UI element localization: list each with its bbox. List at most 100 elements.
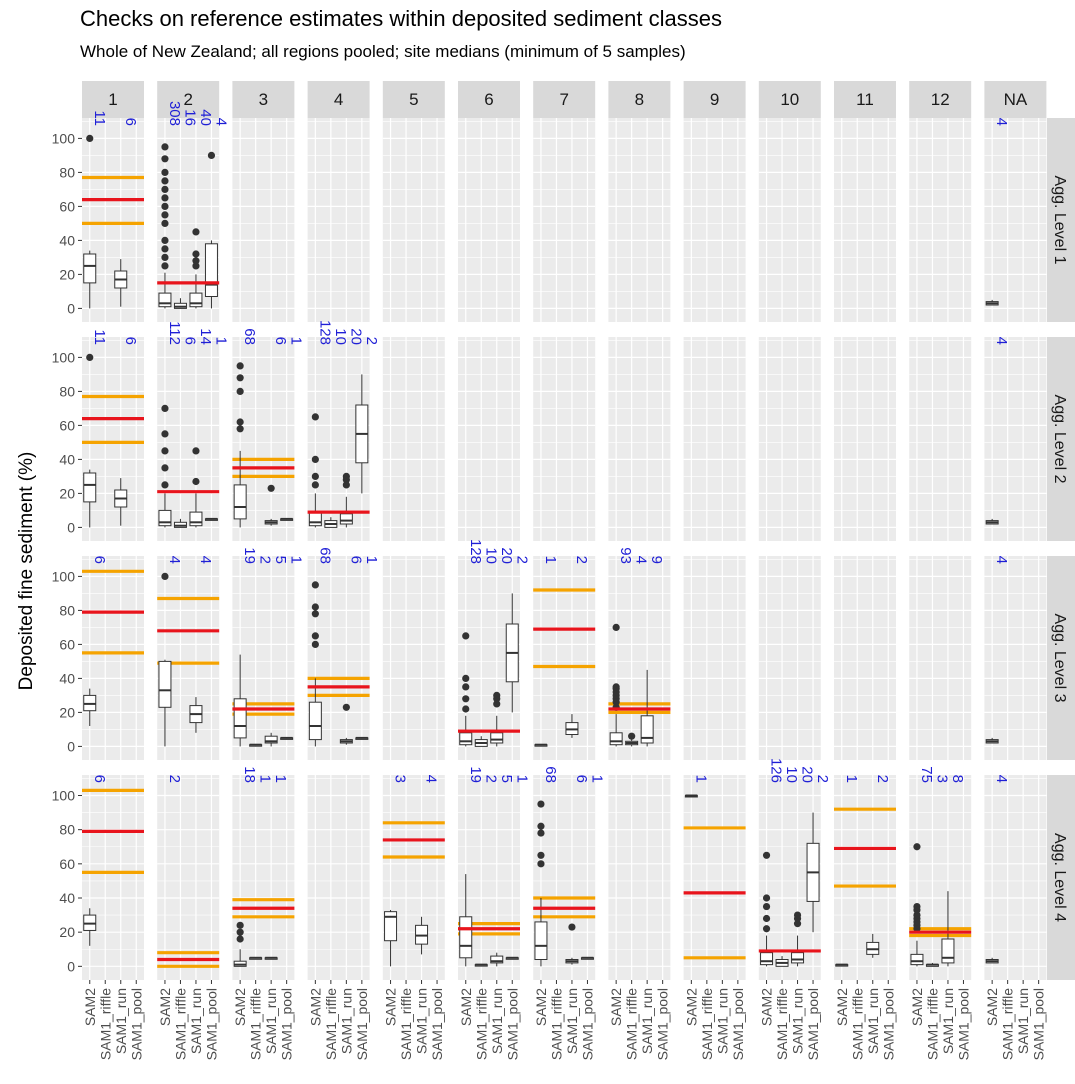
facet-panel <box>683 556 746 760</box>
box <box>264 735 278 744</box>
boxplot <box>760 851 774 967</box>
box <box>534 921 548 961</box>
panel-background <box>984 118 1047 322</box>
box <box>910 953 924 966</box>
boxplot <box>640 669 654 747</box>
sample-count-label: 1 <box>272 775 289 783</box>
sample-count-label: 10 <box>783 766 800 783</box>
box <box>640 715 654 744</box>
outlier-point <box>311 632 319 640</box>
x-tick-label: SAM1_run <box>338 988 354 1054</box>
outlier-point <box>236 935 244 943</box>
sample-count-label: 4 <box>993 556 1010 564</box>
facet-panel <box>382 118 445 322</box>
sample-count-label: 2 <box>166 775 183 783</box>
boxplot <box>534 743 548 747</box>
sample-count-label: 10 <box>332 328 349 345</box>
column-strip <box>307 81 370 118</box>
x-tick-label: SAM1_riffle <box>924 988 940 1060</box>
sample-count-label: 4 <box>212 118 229 126</box>
outlier-point <box>161 177 169 185</box>
y-tick-label: 20 <box>59 704 75 720</box>
panel-background <box>909 337 972 541</box>
outlier-point <box>161 464 169 472</box>
y-tick-label: 80 <box>59 602 75 618</box>
panel-background <box>307 775 370 980</box>
facet-panel <box>683 775 746 980</box>
panel-background <box>984 337 1047 541</box>
row-strip <box>1047 118 1075 322</box>
boxplot <box>83 134 97 309</box>
x-tick-label: SAM1_pool <box>579 988 595 1060</box>
facet-panel <box>533 118 596 322</box>
boxplot <box>158 404 172 528</box>
panel-background <box>533 118 596 322</box>
outlier-point <box>612 623 620 632</box>
outlier-point <box>161 262 169 270</box>
boxplot <box>684 794 698 798</box>
facet-panel <box>82 337 144 541</box>
y-tick-label: 0 <box>67 958 75 974</box>
sample-count-label: 2 <box>482 775 499 783</box>
facet-panel <box>533 556 596 760</box>
sample-count-label: 14 <box>197 328 214 345</box>
column-strip <box>232 81 295 118</box>
outlier-point <box>628 732 636 740</box>
box <box>609 732 623 746</box>
x-tick-label: SAM2 <box>82 988 98 1026</box>
boxplot <box>565 714 579 738</box>
outlier-point <box>462 683 470 691</box>
facet-panel <box>382 337 445 541</box>
x-tick-label: SAM1_pool <box>730 988 746 1060</box>
panel-background <box>608 118 671 322</box>
outlier-point <box>913 911 921 919</box>
facet-panel <box>984 337 1047 541</box>
sample-count-label: 1 <box>363 556 380 564</box>
outlier-point <box>762 894 771 902</box>
boxplot <box>204 517 218 521</box>
box <box>189 511 203 527</box>
x-tick-label: SAM1_riffle <box>172 988 188 1060</box>
sample-count-label: 6 <box>91 556 108 564</box>
y-tick-label: 40 <box>59 451 75 467</box>
boxplot <box>233 921 247 967</box>
x-tick-label: SAM1_pool <box>1031 988 1047 1060</box>
outlier-point <box>86 134 94 142</box>
boxplot <box>925 962 939 967</box>
sample-count-label: 4 <box>993 118 1010 126</box>
x-tick-label: SAM2 <box>683 988 699 1026</box>
panel-background <box>683 556 746 760</box>
x-tick-label: SAM1_run <box>188 988 204 1054</box>
outlier-point <box>192 447 200 455</box>
boxplot <box>233 362 247 528</box>
y-tick-label: 80 <box>59 822 75 838</box>
boxplot <box>910 843 924 967</box>
sample-count-label: 6 <box>122 337 139 345</box>
x-tick-label: SAM2 <box>533 988 549 1026</box>
sample-count-label: 6 <box>272 337 289 345</box>
facet-panel <box>984 556 1047 760</box>
panel-background <box>834 118 896 322</box>
boxplot <box>474 736 488 747</box>
x-tick-label: SAM2 <box>608 988 624 1026</box>
outlier-point <box>537 800 545 808</box>
box <box>308 701 322 741</box>
boxplot <box>280 736 294 740</box>
outlier-point <box>192 477 200 486</box>
boxplot <box>490 952 504 967</box>
row-strip <box>1047 337 1075 541</box>
boxplot <box>866 933 880 958</box>
facet-panel <box>608 337 671 541</box>
boxplot <box>308 413 322 528</box>
boxplot <box>355 374 369 494</box>
y-tick-label: 40 <box>59 670 75 686</box>
outlier-point <box>161 253 169 261</box>
sample-count-label: 4 <box>993 775 1010 783</box>
boxplot <box>985 737 999 744</box>
outlier-point <box>207 151 216 159</box>
outlier-point <box>537 851 545 859</box>
column-strip <box>758 81 821 118</box>
column-strip-label: 7 <box>559 90 568 109</box>
column-strip <box>157 81 220 118</box>
